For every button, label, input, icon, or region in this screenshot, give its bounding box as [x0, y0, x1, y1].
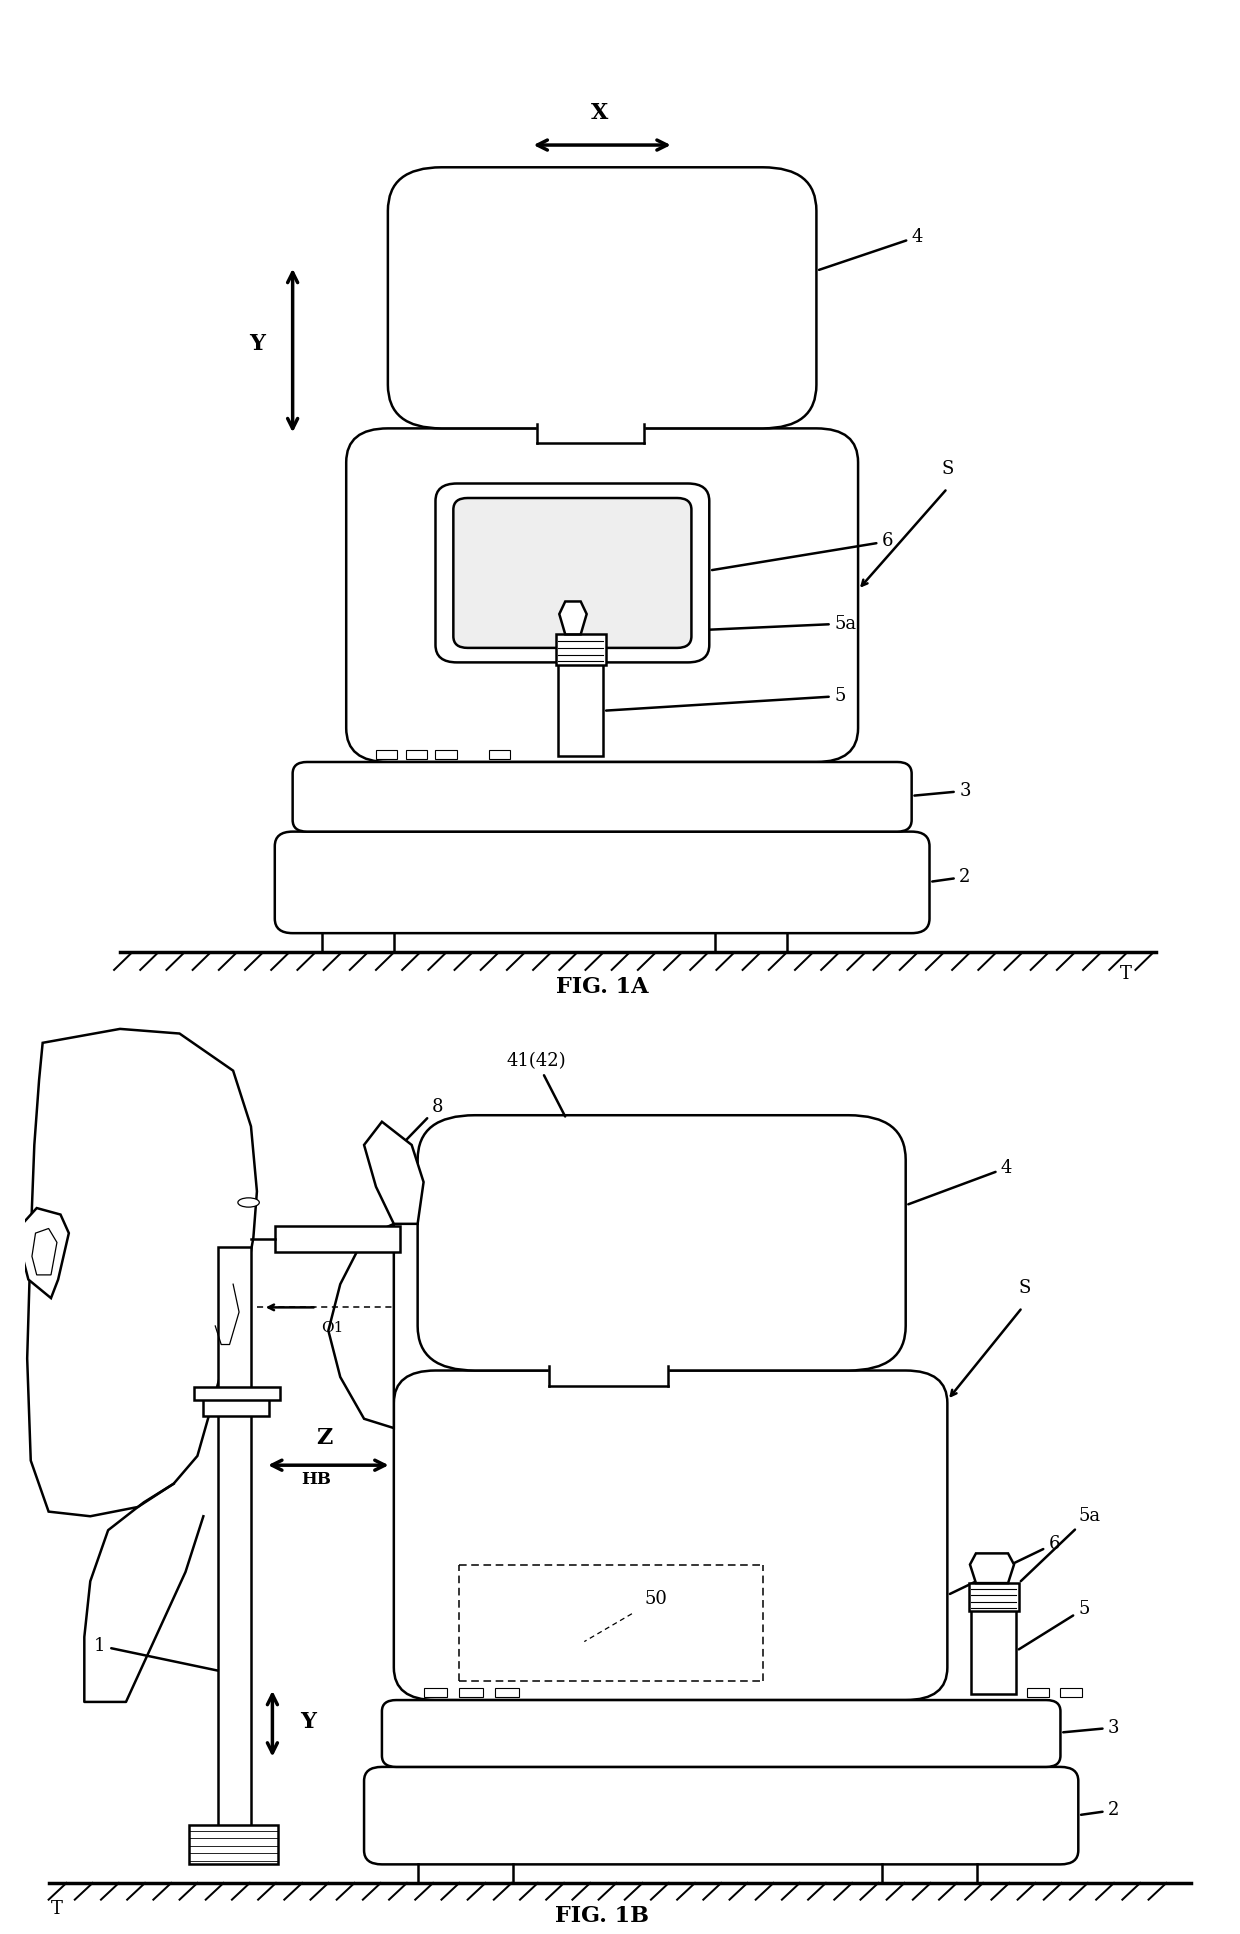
Text: T: T	[51, 1899, 63, 1919]
Bar	[1060, 1688, 1081, 1698]
FancyBboxPatch shape	[454, 497, 692, 648]
Text: 3: 3	[914, 781, 971, 801]
Text: 4: 4	[908, 1158, 1012, 1205]
FancyBboxPatch shape	[346, 427, 858, 762]
Text: E: E	[367, 1141, 381, 1158]
Text: FIG. 1A: FIG. 1A	[556, 977, 649, 998]
FancyBboxPatch shape	[275, 832, 930, 934]
FancyBboxPatch shape	[382, 1700, 1060, 1768]
Text: S: S	[941, 460, 954, 478]
Ellipse shape	[238, 1197, 259, 1207]
Bar	[489, 750, 511, 758]
Bar	[193, 1387, 279, 1400]
Text: FIG. 1B: FIG. 1B	[556, 1905, 650, 1926]
Text: 2: 2	[932, 868, 971, 886]
Bar	[376, 750, 397, 758]
Text: S: S	[1019, 1280, 1032, 1298]
Bar	[405, 750, 427, 758]
Bar	[495, 1688, 518, 1698]
Text: 6: 6	[712, 532, 893, 571]
Bar	[218, 1391, 250, 1828]
Polygon shape	[27, 1029, 257, 1516]
Text: 5a: 5a	[609, 615, 857, 634]
FancyBboxPatch shape	[388, 168, 816, 429]
Bar	[556, 634, 605, 665]
Bar	[548, 1365, 667, 1387]
Bar	[275, 1226, 399, 1251]
Text: T: T	[1120, 965, 1132, 982]
Bar	[203, 1398, 269, 1416]
Text: 2: 2	[1081, 1801, 1120, 1820]
Text: 5: 5	[606, 687, 846, 710]
Text: Y: Y	[249, 333, 265, 356]
FancyBboxPatch shape	[394, 1371, 947, 1700]
Bar	[971, 1607, 1017, 1694]
Text: O1: O1	[321, 1321, 343, 1336]
Bar	[459, 1688, 484, 1698]
Text: Z: Z	[316, 1427, 332, 1449]
FancyBboxPatch shape	[418, 1116, 905, 1371]
Text: 6: 6	[950, 1536, 1060, 1594]
Bar	[424, 1688, 448, 1698]
Bar	[537, 424, 644, 443]
Polygon shape	[22, 1209, 69, 1298]
Text: 41(42): 41(42)	[507, 1052, 567, 1116]
Polygon shape	[32, 1228, 57, 1275]
FancyBboxPatch shape	[435, 484, 709, 661]
Text: X: X	[591, 103, 609, 124]
Text: 5: 5	[1019, 1599, 1090, 1650]
FancyBboxPatch shape	[365, 1768, 1079, 1864]
Bar	[435, 750, 456, 758]
Text: 4: 4	[820, 228, 923, 271]
Text: 3: 3	[1063, 1719, 1120, 1737]
Bar	[968, 1584, 1019, 1611]
Bar	[558, 659, 604, 756]
Polygon shape	[559, 601, 587, 634]
Text: 5a: 5a	[1021, 1507, 1100, 1582]
Text: 8: 8	[389, 1099, 444, 1157]
Text: HB: HB	[301, 1470, 331, 1487]
Bar	[188, 1826, 278, 1864]
Text: 50: 50	[645, 1590, 667, 1609]
Text: 1: 1	[94, 1636, 229, 1675]
Polygon shape	[970, 1553, 1014, 1584]
FancyBboxPatch shape	[293, 762, 911, 832]
Bar	[218, 1247, 250, 1391]
Polygon shape	[365, 1122, 424, 1224]
Text: Y: Y	[300, 1712, 316, 1733]
Bar	[1027, 1688, 1049, 1698]
Polygon shape	[329, 1224, 394, 1427]
